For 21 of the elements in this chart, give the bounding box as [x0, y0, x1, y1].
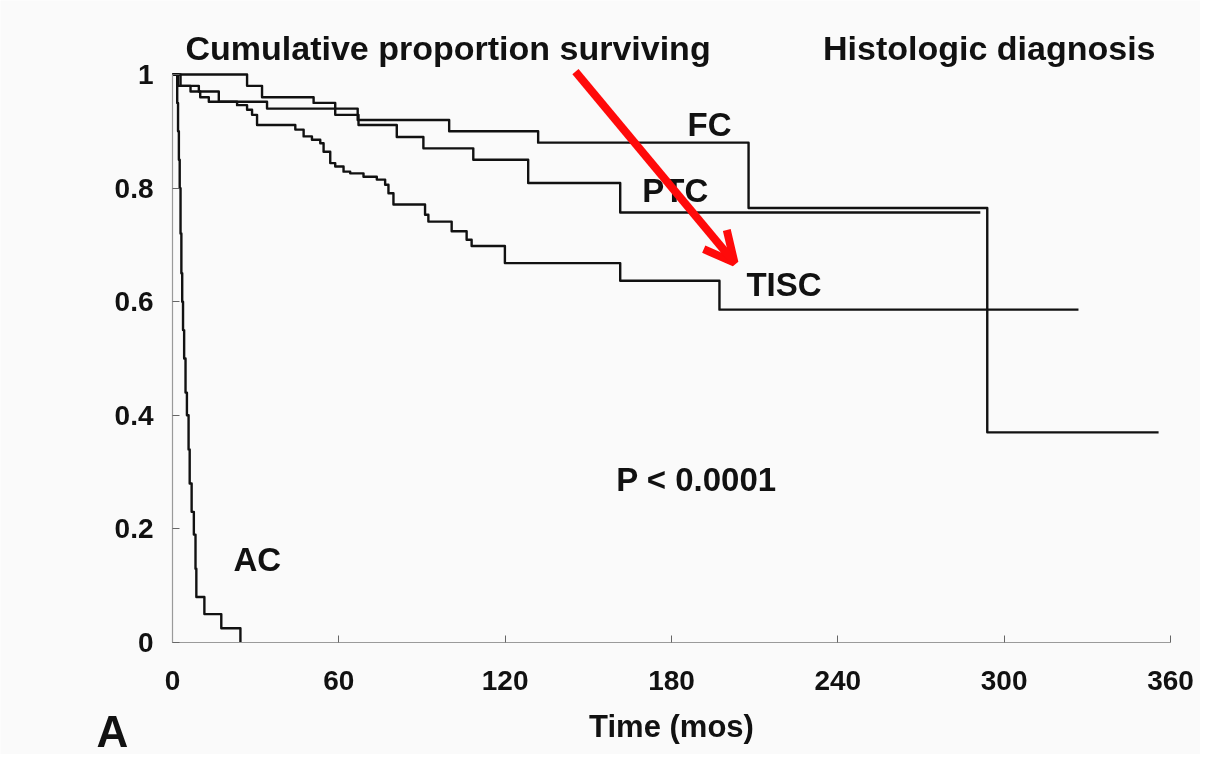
x-tick-label: 180	[648, 664, 695, 696]
x-tick-label: 360	[1147, 664, 1194, 696]
chart-title: Histologic diagnosis	[823, 28, 1156, 67]
y-axis-title: Cumulative proportion surviving	[185, 28, 711, 67]
x-tick-label: 240	[814, 664, 862, 696]
series-label: AC	[233, 541, 282, 579]
x-tick-label: 0	[164, 664, 181, 696]
text: A	[96, 707, 129, 756]
y-tick-label: 0.8	[114, 172, 154, 204]
x-tick-label: 60	[323, 664, 355, 696]
y-tick-label: 1	[137, 59, 154, 90]
y-tick-label: 0	[137, 627, 154, 658]
y-tick-label: 0.2	[114, 513, 154, 545]
y-tick-label: 0.6	[114, 286, 154, 318]
annotation: P < 0.0001	[616, 460, 777, 498]
x-tick-label: 120	[481, 664, 529, 696]
series-label: TISC	[746, 266, 822, 304]
x-tick-label: 300	[980, 664, 1028, 696]
series-label: FC	[687, 106, 732, 144]
y-tick-label: 0.4	[114, 399, 154, 431]
x-axis-title: Time (mos)	[589, 708, 754, 744]
